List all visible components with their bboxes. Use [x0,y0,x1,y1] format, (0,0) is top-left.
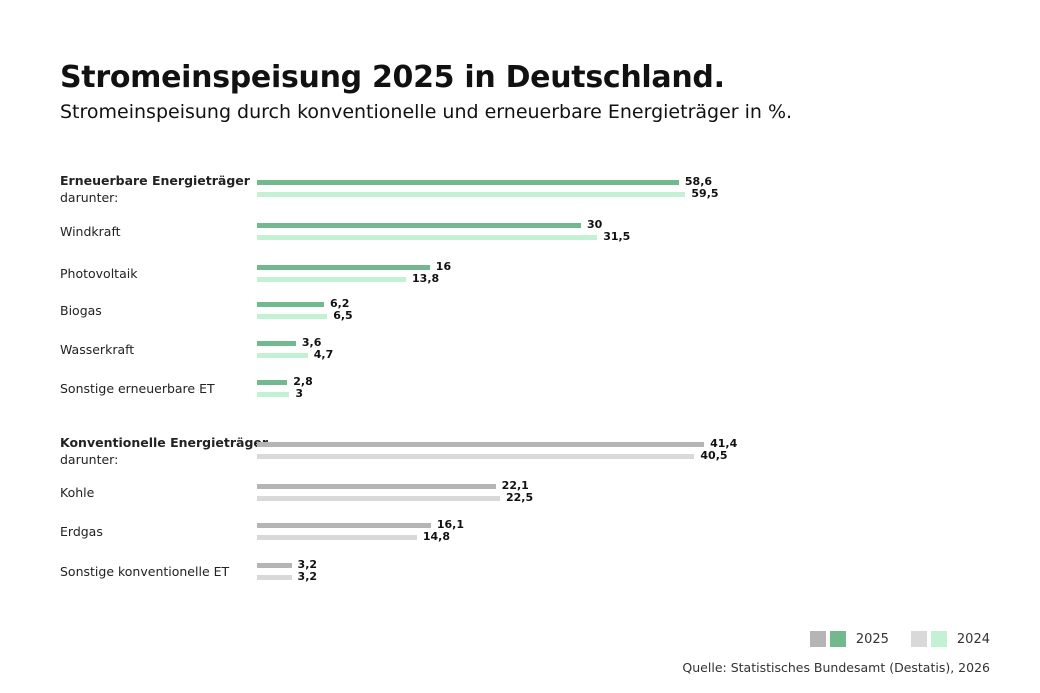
bar-2024 [257,496,500,501]
data-label: 16 [435,260,452,273]
data-label: 58,6 [684,175,713,188]
bar-2025 [257,223,581,228]
row-label: Windkraft [60,224,121,239]
data-label: 6,2 [329,297,350,310]
data-label: 22,1 [501,479,529,492]
row-label: Photovoltaik [60,266,138,281]
bar-2025 [257,380,288,385]
row-label: Biogas [60,303,102,318]
data-label: 4,7 [313,348,334,361]
data-label: 22,5 [506,491,534,504]
row-label: Wasserkraft [60,342,135,357]
legend-swatch-conv-2025 [809,631,826,647]
legend-label-2024: 2024 [956,631,990,647]
source-note: Quelle: Statistisches Bundesamt (Destati… [682,660,990,675]
data-label: 13,8 [412,272,440,285]
chart-title: Stromeinspeisung 2025 in Deutschland. [60,60,725,95]
row-label: Sonstige konventionelle ET [60,564,230,579]
data-label: 16,1 [436,518,465,531]
bar-row: Sonstige erneuerbare ET 2,8 3 [0,376,1040,404]
row-label: Kohle [60,485,95,500]
data-label: 3,2 [297,558,318,571]
data-label: 14,8 [422,530,450,543]
bar-2024 [257,454,695,459]
data-label: 6,5 [333,309,353,322]
bar-2025 [257,484,496,489]
bar-row: Kohle 22,1 22,5 [0,480,1040,508]
bar-2024 [257,392,290,397]
chart-subtitle: Stromeinspeisung durch konventionelle un… [60,101,793,123]
bar-row: Erneuerbare Energieträger darunter: 58,6 59… [0,173,1040,205]
bar-2024 [257,192,686,197]
data-label: 40,5 [700,449,728,462]
legend: 2025 2024 [809,631,990,647]
row-label: Erdgas [60,524,103,539]
bar-2024 [257,353,308,358]
bar-row: Photovoltaik 16 13,8 [0,261,1040,289]
bar-2024 [257,277,407,282]
legend-swatch-renew-2025 [829,631,846,647]
bar-row: Biogas 6,2 6,5 [0,298,1040,326]
legend-swatch-conv-2024 [910,631,927,647]
row-label: Erneuerbare Energieträger [60,173,250,188]
row-label: Sonstige erneuerbare ET [60,381,215,396]
bar-row: Wasserkraft 3,6 4,7 [0,337,1040,365]
bar-2025 [257,523,431,528]
row-label: Konventionelle Energieträger [60,435,269,450]
data-label: 41,4 [710,437,738,450]
bar-row: Erdgas 16,1 14,8 [0,519,1040,547]
row-sublabel: darunter: [60,452,119,467]
data-label: 2,8 [293,375,313,388]
bar-2024 [257,235,598,240]
bar-2025 [257,341,296,346]
bar-2024 [257,314,328,319]
bar-2025 [257,563,292,568]
bar-2024 [257,575,292,580]
bar-2025 [257,442,705,447]
legend-label-2025: 2025 [855,631,889,647]
row-sublabel: darunter: [60,190,119,205]
data-label: 31,5 [603,230,631,243]
data-label: 30 [587,218,603,231]
data-label: 59,5 [691,187,719,200]
bar-2025 [257,180,679,185]
bar-row: Windkraft 30 31,5 [0,219,1040,247]
bar-row: Konventionelle Energieträger darunter: 41,… [0,435,1040,467]
bar-2024 [257,535,417,540]
data-label: 3,6 [301,336,322,349]
data-label: 3,2 [297,570,318,583]
legend-swatch-renew-2024 [930,631,947,647]
bar-2025 [257,265,430,270]
bar-2025 [257,302,324,307]
data-label: 3 [295,387,304,400]
bar-row: Sonstige konventionelle ET 3,2 3,2 [0,559,1040,587]
